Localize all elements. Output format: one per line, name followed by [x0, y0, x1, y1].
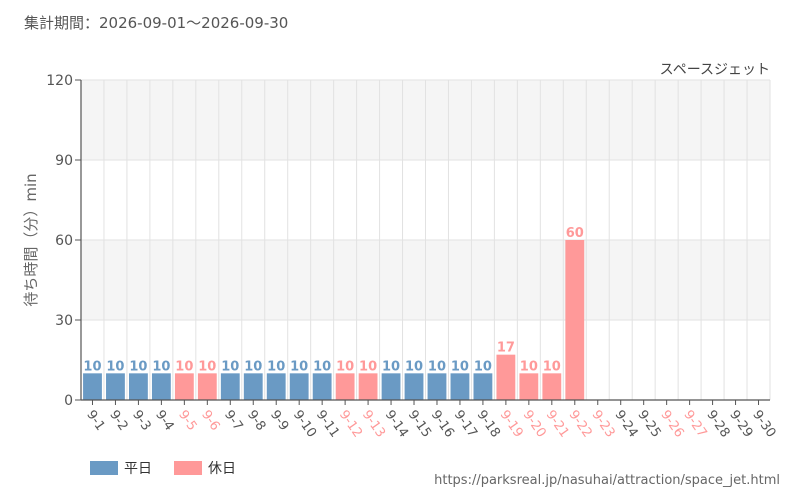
bar-9-15[interactable]	[404, 373, 424, 400]
bar-9-7[interactable]	[220, 373, 240, 400]
bar-9-20[interactable]	[519, 373, 539, 400]
data-label-9-20: 10	[520, 359, 538, 374]
x-tick-label-9-14: 9-14	[382, 408, 411, 441]
bar-9-5[interactable]	[174, 373, 194, 400]
x-tick-label-9-12: 9-12	[336, 408, 365, 441]
legend-label-holiday: 休日	[208, 461, 236, 477]
data-label-9-16: 10	[428, 359, 446, 374]
bar-9-6[interactable]	[197, 373, 217, 400]
data-label-9-2: 10	[106, 359, 124, 374]
bar-9-1[interactable]	[83, 373, 102, 400]
chart-title: スペースジェット	[660, 62, 770, 78]
bar-9-16[interactable]	[427, 373, 447, 400]
data-label-9-19: 17	[497, 341, 515, 356]
y-tick-label: 120	[46, 73, 73, 89]
data-label-9-18: 10	[474, 359, 492, 374]
x-tick-label-9-2: 9-2	[106, 408, 130, 434]
x-tick-label-9-20: 9-20	[520, 408, 549, 441]
data-label-9-13: 10	[359, 359, 377, 374]
y-tick-label: 90	[55, 153, 73, 169]
data-label-9-11: 10	[313, 359, 331, 374]
collection-period: 集計期間：2026-09-01〜2026-09-30	[24, 14, 289, 32]
y-tick-label: 30	[55, 313, 73, 329]
data-label-9-14: 10	[382, 359, 400, 374]
data-label-9-17: 10	[451, 359, 469, 374]
bar-9-22[interactable]	[565, 240, 585, 400]
data-label-9-15: 10	[405, 359, 423, 374]
data-label-9-5: 10	[175, 359, 193, 374]
legend-label-weekday: 平日	[124, 461, 152, 477]
data-label-9-12: 10	[336, 359, 354, 374]
data-label-9-4: 10	[152, 359, 170, 374]
bar-9-18[interactable]	[473, 373, 493, 400]
x-tick-label-9-27: 9-27	[680, 408, 709, 441]
bar-9-13[interactable]	[358, 373, 378, 400]
x-tick-label-9-11: 9-11	[313, 408, 342, 441]
x-tick-label-9-9: 9-9	[267, 408, 291, 434]
x-tick-label-9-18: 9-18	[474, 408, 503, 441]
source-url[interactable]: https://parksreal.jp/nasuhai/attraction/…	[434, 473, 780, 488]
chart-legend: 平日 休日	[90, 458, 258, 478]
x-tick-label-9-7: 9-7	[221, 408, 245, 434]
x-tick-label-9-21: 9-21	[543, 408, 572, 441]
x-tick-label-9-17: 9-17	[451, 408, 480, 441]
bar-9-11[interactable]	[312, 373, 332, 400]
data-label-9-10: 10	[290, 359, 308, 374]
x-tick-label-9-19: 9-19	[497, 408, 526, 441]
data-label-9-8: 10	[244, 359, 262, 374]
x-tick-label-9-5: 9-5	[175, 408, 199, 434]
x-tick-label-9-30: 9-30	[749, 408, 778, 441]
data-label-9-1: 10	[83, 359, 101, 374]
data-label-9-9: 10	[267, 359, 285, 374]
bar-9-3[interactable]	[129, 373, 148, 400]
bar-9-12[interactable]	[335, 373, 355, 400]
bar-9-4[interactable]	[151, 373, 171, 400]
data-label-9-6: 10	[198, 359, 216, 374]
x-tick-label-9-24: 9-24	[611, 408, 640, 441]
data-label-9-21: 10	[543, 359, 561, 374]
x-tick-label-9-13: 9-13	[359, 408, 388, 441]
legend-item-holiday[interactable]: 休日	[174, 458, 236, 478]
data-label-9-3: 10	[129, 359, 147, 374]
y-tick-label: 60	[55, 233, 73, 249]
x-tick-label-9-22: 9-22	[566, 408, 595, 441]
x-tick-label-9-28: 9-28	[703, 408, 732, 441]
legend-swatch-weekday	[90, 461, 118, 475]
x-tick-label-9-4: 9-4	[152, 408, 176, 434]
x-tick-label-9-10: 9-10	[290, 408, 319, 441]
x-tick-label-9-15: 9-15	[405, 408, 434, 441]
legend-item-weekday[interactable]: 平日	[90, 458, 152, 478]
bar-9-17[interactable]	[450, 373, 470, 400]
x-tick-label-9-8: 9-8	[244, 408, 268, 434]
bar-9-9[interactable]	[266, 373, 286, 400]
x-tick-label-9-6: 9-6	[198, 408, 222, 434]
bar-9-21[interactable]	[542, 373, 562, 400]
x-tick-label-9-29: 9-29	[726, 408, 755, 441]
x-tick-label-9-16: 9-16	[428, 408, 457, 441]
data-label-9-7: 10	[221, 359, 239, 374]
x-tick-label-9-26: 9-26	[657, 408, 686, 441]
wait-time-bar-chart: 0 30 60 90 120 10 9-1 10 9-2 10 9-3 10 9-4 10 9-5 10 9-6…	[22, 62, 778, 441]
y-axis-label: 待ち時間（分）min	[22, 173, 40, 306]
x-tick-label-9-23: 9-23	[588, 408, 617, 441]
x-tick-label-9-1: 9-1	[83, 408, 107, 434]
bar-9-19[interactable]	[496, 354, 516, 400]
legend-swatch-holiday	[174, 461, 202, 475]
bar-9-8[interactable]	[243, 373, 263, 400]
x-tick-label-9-25: 9-25	[634, 408, 663, 441]
bar-9-2[interactable]	[106, 373, 125, 400]
data-label-9-22: 60	[566, 226, 584, 241]
x-tick-label-9-3: 9-3	[129, 408, 153, 434]
y-tick-label: 0	[64, 393, 73, 409]
bar-9-10[interactable]	[289, 373, 309, 400]
bar-9-14[interactable]	[381, 373, 401, 400]
